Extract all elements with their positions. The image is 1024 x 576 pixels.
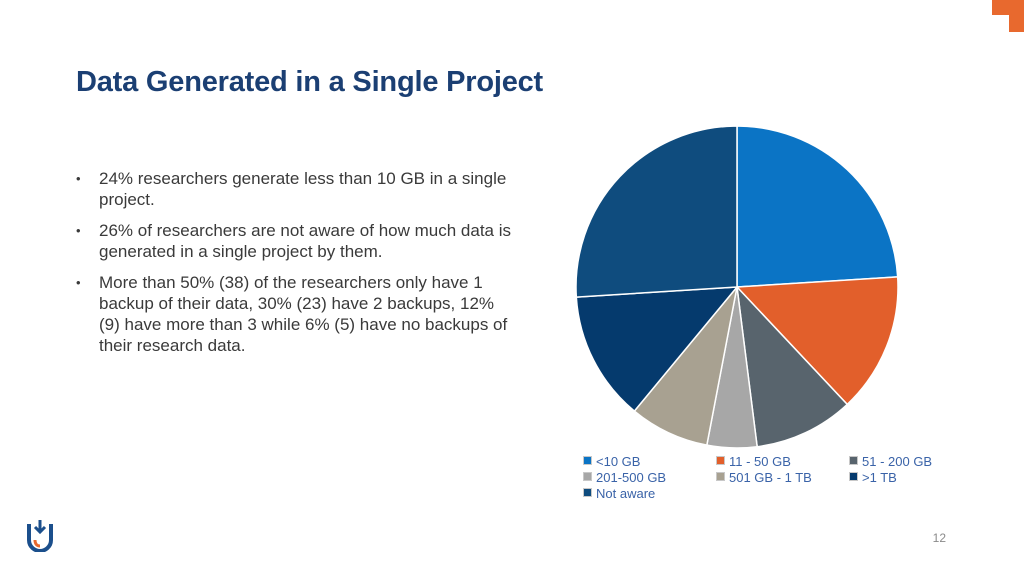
corner-accent-icon	[992, 0, 1024, 32]
legend-label: 501 GB - 1 TB	[729, 470, 812, 485]
legend-label: 51 - 200 GB	[862, 454, 933, 469]
bullet-list: • 24% researchers generate less than 10 …	[76, 168, 516, 366]
legend-label: <10 GB	[596, 454, 641, 469]
legend-item: <10 GB	[583, 454, 640, 470]
bullet-text: More than 50% (38) of the researchers on…	[99, 273, 508, 355]
pie-slice	[575, 286, 739, 413]
legend-swatch	[583, 488, 592, 497]
pie-slice	[735, 284, 849, 448]
page-number: 12	[932, 531, 946, 545]
legend-label: Not aware	[596, 486, 656, 501]
legend-item: 11 - 50 GB	[716, 454, 791, 470]
legend-swatch	[583, 472, 592, 481]
bullet-icon: •	[76, 171, 81, 186]
legend-label: >1 TB	[862, 470, 897, 485]
bullet-text: 24% researchers generate less than 10 GB…	[99, 169, 507, 209]
legend-item: 201-500 GB	[583, 470, 666, 486]
legend-swatch	[716, 472, 725, 481]
pie-chart	[575, 125, 899, 449]
legend-item: 501 GB - 1 TB	[716, 470, 812, 486]
bullet-item: • 24% researchers generate less than 10 …	[76, 168, 516, 210]
pie-slice	[735, 276, 899, 406]
legend-item: Not aware	[583, 486, 655, 502]
bullet-icon: •	[76, 275, 81, 290]
legend-item: >1 TB	[849, 470, 897, 486]
pie-slice	[575, 125, 738, 298]
legend-swatch	[716, 456, 725, 465]
slide-title: Data Generated in a Single Project	[76, 66, 544, 98]
university-logo-icon	[27, 520, 53, 552]
bullet-text: 26% of researchers are not aware of how …	[99, 221, 511, 261]
pie-slice	[736, 125, 899, 288]
legend-label: 201-500 GB	[596, 470, 667, 485]
bullet-icon: •	[76, 223, 81, 238]
legend-label: 11 - 50 GB	[729, 454, 791, 469]
legend-item: 51 - 200 GB	[849, 454, 932, 470]
legend-swatch	[583, 456, 592, 465]
bullet-item: • More than 50% (38) of the researchers …	[76, 272, 516, 356]
legend-swatch	[849, 472, 858, 481]
bullet-item: • 26% of researchers are not aware of ho…	[76, 220, 516, 262]
legend-swatch	[849, 456, 858, 465]
